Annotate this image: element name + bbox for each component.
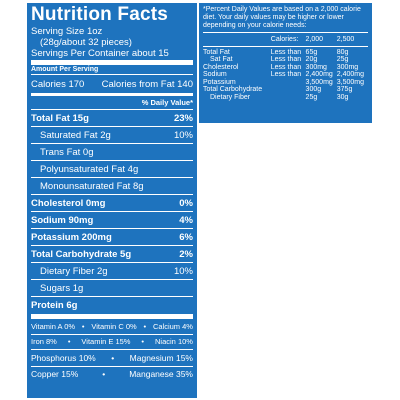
mineral-row: Copper 15% • Manganese 35% bbox=[31, 369, 193, 380]
nutrient-row: Saturated Fat 2g 10% bbox=[40, 129, 193, 141]
nutrient-row: Total Carbohydrate 5g 2% bbox=[31, 248, 193, 260]
nutrient-row: Total Fat 15g 23% bbox=[31, 112, 193, 124]
footnote-row: Sodium Less than 2,400mg 2,400mg bbox=[203, 71, 365, 78]
serving-size: Serving Size 1oz bbox=[31, 26, 103, 37]
calories: Calories 170 bbox=[31, 78, 85, 90]
calories-from-fat: Calories from Fat 140 bbox=[101, 78, 193, 90]
nutrient-row: Trans Fat 0g bbox=[40, 146, 94, 158]
nutrition-title: Nutrition Facts bbox=[31, 4, 169, 25]
nutrient-row: Dietary Fiber 2g 10% bbox=[40, 265, 193, 277]
vitamin-row: Iron 8% • Vitamin E 15% • Niacin 10% bbox=[31, 337, 193, 347]
nutrient-row: Sugars 1g bbox=[40, 282, 84, 294]
nutrient-row: Cholesterol 0mg 0% bbox=[31, 197, 193, 209]
nutrient-row: Sodium 90mg 4% bbox=[31, 214, 193, 226]
footnote-row: Potassium 3,500mg 3,500mg bbox=[203, 78, 365, 86]
nutrition-facts-panel: Nutrition Facts Serving Size 1oz (28g/ab… bbox=[27, 3, 197, 398]
mineral-row: Phosphorus 10% • Magnesium 15% bbox=[31, 352, 193, 363]
servings-per-container: Servings Per Container about 15 bbox=[31, 48, 169, 59]
nutrient-row: Polyunsaturated Fat 4g bbox=[40, 163, 139, 175]
footnote-row: Total Fat Less than 65g 80g bbox=[203, 48, 349, 56]
nutrient-row: Monounsaturated Fat 8g bbox=[40, 180, 144, 192]
vitamin-row: Vitamin A 0% • Vitamin C 0% • Calcium 4% bbox=[31, 321, 193, 331]
serving-size-detail: (28g/about 32 pieces) bbox=[40, 37, 132, 48]
amount-per-serving: Amount Per Serving bbox=[31, 66, 99, 73]
footnote-row: Sat Fat Less than 20g 25g bbox=[210, 56, 349, 63]
footnote-text: *Percent Daily Values are based on a 2,0… bbox=[203, 6, 361, 29]
nutrient-row: Potassium 200mg 6% bbox=[31, 231, 193, 243]
calories-row: Calories 170 Calories from Fat 140 bbox=[31, 75, 193, 93]
footnote-row: Dietary Fiber 25g 30g bbox=[210, 93, 349, 101]
footnote-row: Cholesterol Less than 300mg 300mg bbox=[203, 63, 359, 71]
nutrient-row: Protein 6g bbox=[31, 299, 78, 311]
footnote-row: Total Carbohydrate 300g 375g bbox=[203, 86, 353, 93]
daily-value-header: % Daily Value* bbox=[141, 98, 193, 107]
footnote-table: Calories: 2,000 2,500 Total Fat Less than… bbox=[203, 36, 368, 101]
daily-values-footnote: *Percent Daily Values are based on a 2,0… bbox=[199, 3, 372, 123]
